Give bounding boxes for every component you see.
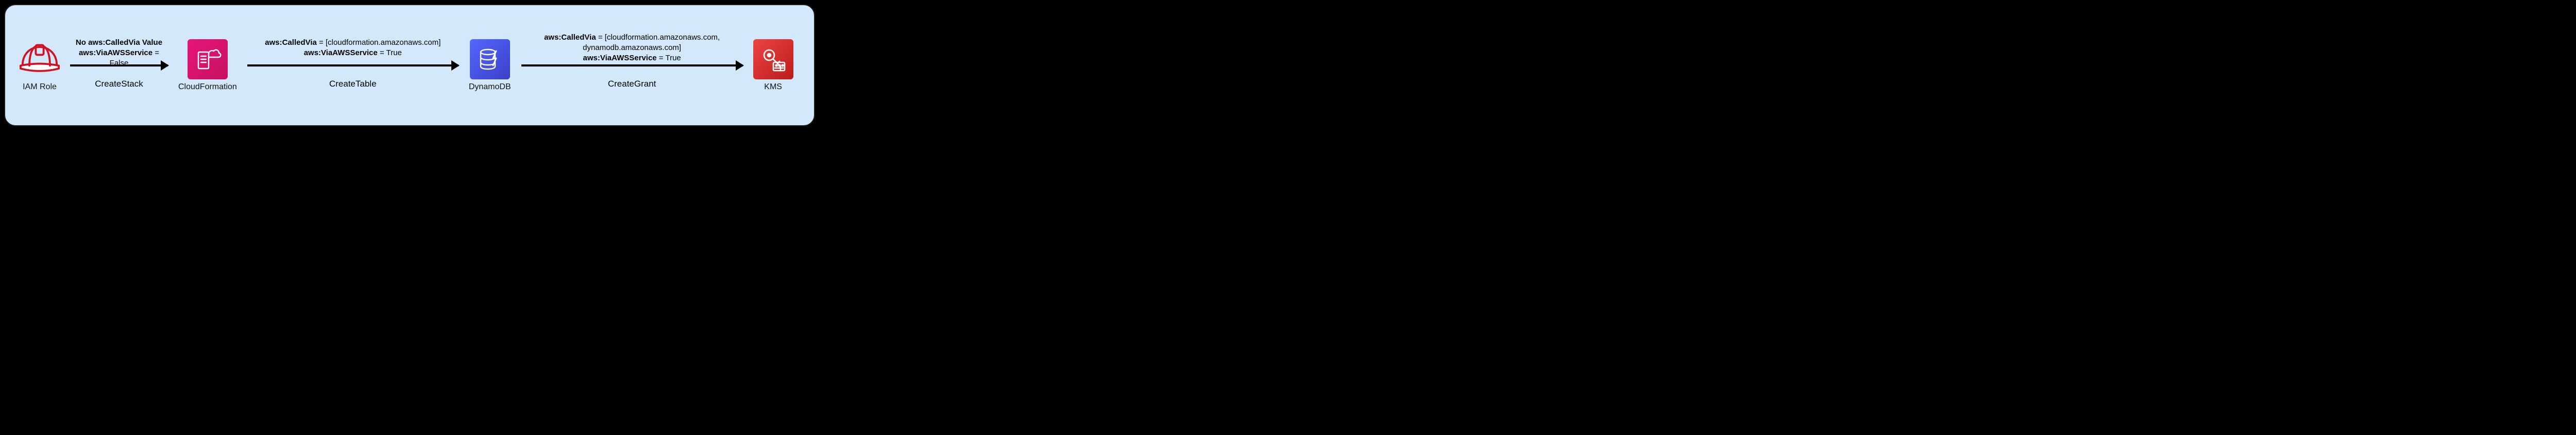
edge-annot: No aws:CalledVia Value xyxy=(76,38,162,47)
edge-action: CreateStack xyxy=(70,79,168,89)
edge-annot: aws:ViaAWSService xyxy=(583,54,657,62)
edge-annot: dynamodb.amazonaws.com] xyxy=(583,43,681,52)
node-dynamodb: DynamoDB xyxy=(469,39,511,92)
diagram-panel: IAM Role No aws:CalledVia Value aws:ViaA… xyxy=(4,4,815,126)
edge-annot: = [cloudformation.amazonaws.com] xyxy=(317,38,441,47)
node-label: IAM Role xyxy=(23,82,57,92)
node-label: KMS xyxy=(764,82,782,92)
kms-icon xyxy=(753,39,793,79)
arrow-icon xyxy=(247,64,459,66)
edge-annot: aws:CalledVia xyxy=(265,38,317,47)
edge-annot: aws:CalledVia xyxy=(544,33,596,42)
dynamodb-icon xyxy=(470,39,510,79)
edge-annot: = [cloudformation.amazonaws.com, xyxy=(596,33,720,42)
node-iam-role: IAM Role xyxy=(20,39,60,92)
edge-annot: = True xyxy=(378,48,402,57)
hardhat-icon xyxy=(20,39,60,79)
arrow-icon xyxy=(70,64,168,66)
node-cloudformation: CloudFormation xyxy=(178,39,237,92)
node-label: DynamoDB xyxy=(469,82,511,92)
edge-creategrant: aws:CalledVia = [cloudformation.amazonaw… xyxy=(521,35,743,96)
node-kms: KMS xyxy=(753,39,793,92)
edge-annot: aws:ViaAWSService xyxy=(304,48,378,57)
edge-annot: aws:ViaAWSService xyxy=(79,48,152,57)
arrow-icon xyxy=(521,64,743,66)
node-label: CloudFormation xyxy=(178,82,237,92)
edge-createtable: aws:CalledVia = [cloudformation.amazonaw… xyxy=(247,35,459,96)
edge-action: CreateGrant xyxy=(521,79,743,89)
edge-action: CreateTable xyxy=(247,79,459,89)
edge-createstack: No aws:CalledVia Value aws:ViaAWSService… xyxy=(70,35,168,96)
edge-annot: = True xyxy=(657,54,681,62)
cloudformation-icon xyxy=(188,39,228,79)
